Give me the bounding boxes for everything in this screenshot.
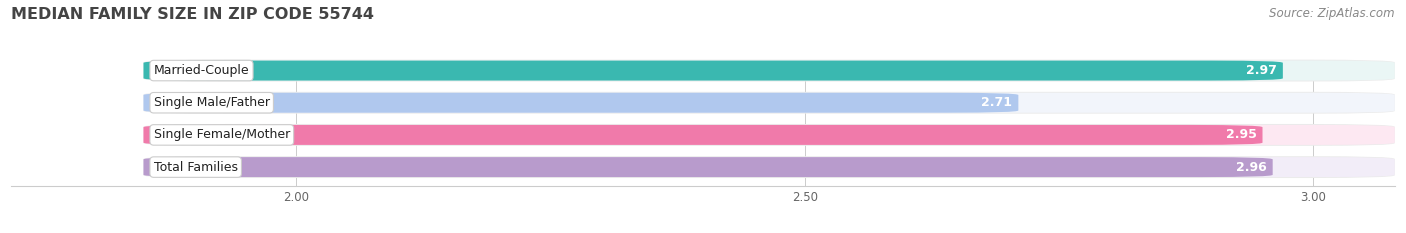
FancyBboxPatch shape (143, 92, 1395, 114)
FancyBboxPatch shape (143, 157, 1395, 177)
FancyBboxPatch shape (143, 61, 1282, 81)
Text: Source: ZipAtlas.com: Source: ZipAtlas.com (1270, 7, 1395, 20)
FancyBboxPatch shape (143, 157, 1272, 177)
FancyBboxPatch shape (143, 124, 1395, 146)
Text: Married-Couple: Married-Couple (153, 64, 249, 77)
FancyBboxPatch shape (143, 61, 1395, 81)
FancyBboxPatch shape (143, 125, 1263, 145)
Text: 2.71: 2.71 (981, 96, 1012, 109)
Text: Single Female/Mother: Single Female/Mother (153, 128, 290, 141)
Text: Single Male/Father: Single Male/Father (153, 96, 270, 109)
FancyBboxPatch shape (143, 125, 1395, 145)
Text: 2.96: 2.96 (1236, 161, 1267, 174)
FancyBboxPatch shape (143, 93, 1395, 113)
FancyBboxPatch shape (143, 156, 1395, 178)
Text: 2.97: 2.97 (1246, 64, 1277, 77)
Text: 2.95: 2.95 (1226, 128, 1257, 141)
FancyBboxPatch shape (143, 93, 1018, 113)
Text: Total Families: Total Families (153, 161, 238, 174)
FancyBboxPatch shape (143, 60, 1395, 82)
Text: MEDIAN FAMILY SIZE IN ZIP CODE 55744: MEDIAN FAMILY SIZE IN ZIP CODE 55744 (11, 7, 374, 22)
